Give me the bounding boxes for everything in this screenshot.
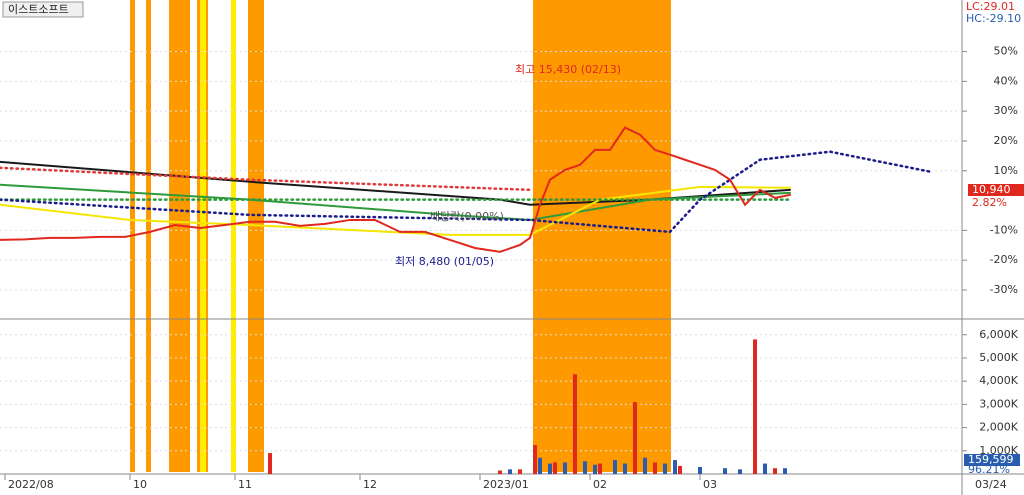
y-tick-label: 30% [994, 104, 1018, 117]
volume-bar [773, 468, 777, 474]
stock-title: 이스트소프트 [8, 3, 69, 16]
x-tick-label: 02 [593, 478, 607, 491]
series-line [0, 183, 791, 221]
volume-bar [573, 374, 577, 474]
volume-bar [723, 468, 727, 474]
volume-bar [593, 464, 597, 474]
annotation: 10,940 [972, 183, 1011, 196]
x-tick-label: 11 [238, 478, 252, 491]
volume-bar [268, 453, 272, 474]
series-line [0, 166, 532, 192]
volume-bar [763, 463, 767, 474]
title-box [2, 1, 84, 18]
band [200, 0, 206, 472]
series-line [0, 126, 791, 253]
value-box [968, 184, 1024, 196]
value-box [964, 454, 1020, 466]
series-line [0, 185, 791, 236]
volume-bar [518, 469, 522, 474]
band [533, 0, 671, 472]
band [231, 0, 236, 472]
y-tick-label: -20% [990, 253, 1018, 266]
y-tick-label: -10% [990, 223, 1018, 236]
volume-bar [538, 457, 542, 474]
annotation: 배당락(0.00%) [430, 210, 504, 223]
volume-bar [533, 444, 537, 474]
y-tick-label: 2,000K [979, 421, 1018, 434]
band [169, 0, 190, 472]
volume-bar [678, 465, 682, 474]
annotation: 159,599 [968, 453, 1014, 466]
annotation: LC:29.01 [966, 0, 1015, 13]
y-tick-label: 6,000K [979, 328, 1018, 341]
band [248, 0, 264, 472]
y-tick-label: 1,000K [979, 444, 1018, 457]
y-tick-label: 50% [994, 45, 1018, 58]
y-tick-label: 10% [994, 164, 1018, 177]
y-tick-label: 20% [994, 134, 1018, 147]
volume-bar [673, 460, 677, 474]
highlight-bands [130, 0, 671, 472]
volume-bar [653, 462, 657, 474]
annotation: 최고 15,430 (02/13) [515, 63, 621, 76]
volume-bar [598, 463, 602, 474]
annotation: HC:-29.10 [966, 12, 1021, 25]
x-tick-label: 2022/08 [8, 478, 54, 491]
volume-bar [633, 402, 637, 474]
annotation: 96.21% [968, 463, 1010, 476]
volume-bar [508, 469, 512, 474]
annotation: 최저 8,480 (01/05) [395, 255, 494, 268]
band [146, 0, 151, 472]
volume-bar [623, 463, 627, 474]
x-tick-label: 2023/01 [483, 478, 529, 491]
volume-bar [548, 463, 552, 474]
y-tick-label: 40% [994, 74, 1018, 87]
y-tick-label: 5,000K [979, 351, 1018, 364]
x-tick-label: 12 [363, 478, 377, 491]
volume-bar [498, 470, 502, 474]
x-end-label: 03/24 [975, 478, 1007, 491]
y-tick-label: 4,000K [979, 374, 1018, 387]
volume-bar [753, 339, 757, 474]
volume-bar [583, 461, 587, 474]
volume-bar [553, 462, 557, 474]
volume-bar [783, 468, 787, 474]
series-line [0, 150, 932, 234]
y-tick-label: 3,000K [979, 397, 1018, 410]
volume-bar [613, 460, 617, 474]
volume-bar [563, 462, 567, 474]
volume-bar [698, 467, 702, 474]
x-tick-label: 03 [703, 478, 717, 491]
volume-bar [643, 457, 647, 474]
x-tick-label: 10 [133, 478, 147, 491]
y-tick-label: -30% [990, 283, 1018, 296]
volume-bar [738, 469, 742, 474]
annotation: 2.82% [972, 196, 1007, 209]
volume-bar [663, 463, 667, 474]
